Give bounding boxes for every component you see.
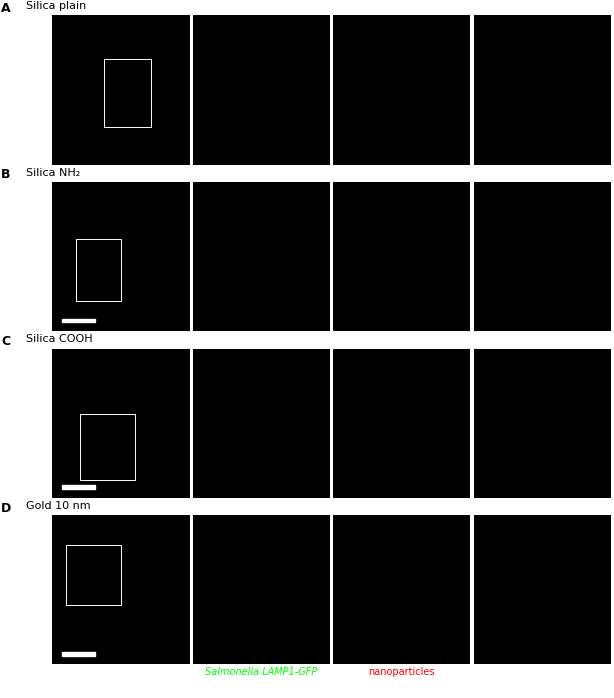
Bar: [62, 485, 95, 489]
Text: Gold 10 nm: Gold 10 nm: [26, 501, 90, 511]
Text: Silica plain: Silica plain: [26, 1, 86, 11]
Bar: [62, 318, 95, 322]
Bar: [66, 545, 121, 604]
Text: C: C: [1, 335, 10, 348]
Bar: [76, 239, 121, 302]
Text: Silica COOH: Silica COOH: [26, 334, 93, 344]
Text: merged: merged: [523, 667, 561, 676]
Text: Salmonella LAMP1-GFP: Salmonella LAMP1-GFP: [205, 667, 317, 676]
Bar: [62, 652, 95, 655]
Text: merged overview: merged overview: [79, 667, 163, 676]
Text: Silica NH₂: Silica NH₂: [26, 168, 80, 178]
Text: A: A: [1, 1, 11, 15]
Text: B: B: [1, 168, 10, 181]
Text: D: D: [1, 502, 12, 514]
Bar: [104, 59, 151, 127]
Text: nanoparticles: nanoparticles: [368, 667, 435, 676]
Bar: [80, 415, 134, 480]
